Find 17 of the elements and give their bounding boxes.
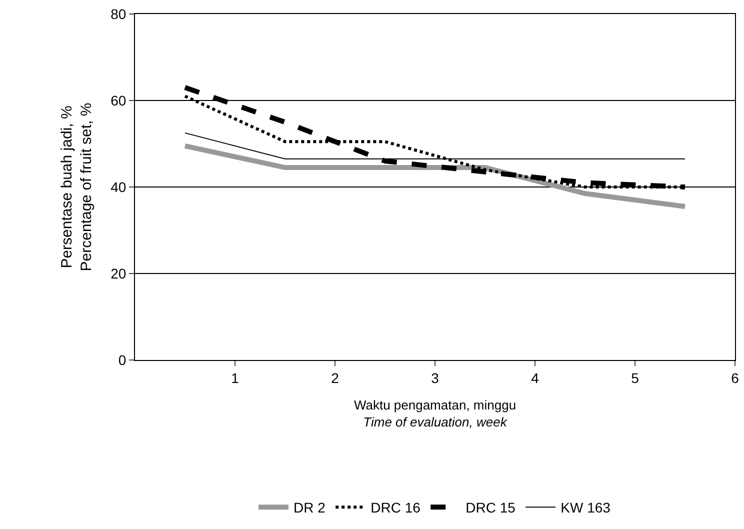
y-axis-title: Persentase buah jadi, % Percentage of fruit set, %: [58, 102, 95, 272]
y-tick-label: 80: [110, 6, 126, 22]
y-tick-label: 40: [110, 178, 126, 195]
legend-label: DR 2: [294, 500, 326, 516]
legend-label: KW 163: [560, 500, 611, 516]
x-tick-label: 1: [231, 370, 240, 386]
legend-label: DRC 16: [370, 500, 421, 516]
legend-label: DRC 15: [466, 500, 516, 516]
y-tick-label: 20: [110, 265, 126, 282]
x-tick-label: 6: [731, 370, 740, 386]
x-axis-title: Waktu pengamatan, minggu Time of evaluation, week: [354, 397, 516, 430]
x-tick-label: 2: [331, 370, 340, 386]
x-tick-label: 3: [431, 370, 440, 386]
x-tick-label: 4: [531, 370, 540, 386]
x-tick-label: 5: [631, 370, 640, 386]
y-tick-label: 60: [110, 92, 126, 108]
y-tick-label: 0: [118, 352, 126, 368]
